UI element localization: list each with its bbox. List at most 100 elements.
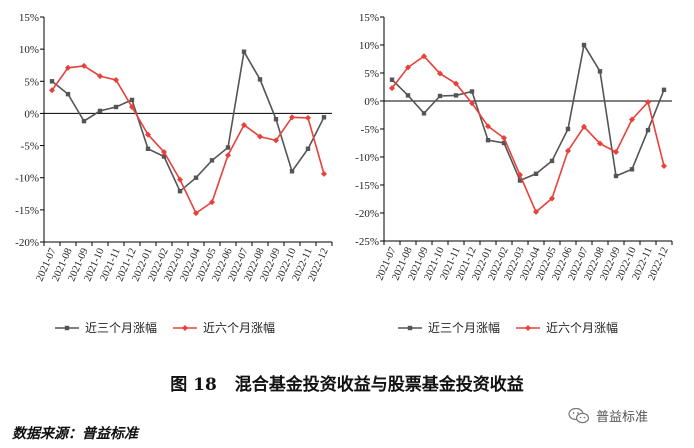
watermark-text: 普益标准 <box>596 410 649 425</box>
data-point <box>565 147 571 154</box>
data-point <box>453 93 459 98</box>
data-point <box>597 140 603 147</box>
y-tick-label: 5% <box>24 76 39 88</box>
data-point <box>321 170 327 177</box>
data-point <box>257 133 263 140</box>
data-point <box>65 91 71 97</box>
legend-marker <box>182 325 188 331</box>
y-tick-label: 0% <box>364 96 379 108</box>
data-point <box>225 152 231 159</box>
data-point <box>389 77 395 82</box>
series-line-2 <box>51 65 325 215</box>
figure-number: 图 18 <box>170 375 217 395</box>
data-point <box>453 80 459 87</box>
data-point <box>177 189 183 194</box>
data-point <box>129 104 135 110</box>
data-point <box>645 99 651 106</box>
y-tick-label: -20% <box>355 208 379 220</box>
data-point <box>81 118 87 124</box>
data-point <box>97 108 103 114</box>
data-point <box>193 210 199 217</box>
series-line-2 <box>391 55 665 214</box>
y-tick-label: 5% <box>364 68 379 80</box>
data-point <box>113 77 119 83</box>
data-point <box>81 62 87 69</box>
data-point <box>501 140 507 146</box>
data-point <box>273 137 279 144</box>
data-point <box>565 126 571 132</box>
figure-title: 混合基金投资收益与股票基金投资收益 <box>234 375 524 395</box>
data-point <box>485 138 491 143</box>
y-tick-label: -15% <box>15 205 39 217</box>
data-point <box>629 116 635 123</box>
data-point <box>113 104 119 110</box>
data-point <box>405 93 411 98</box>
legend-label: 近三个月涨幅 <box>85 320 157 335</box>
series-line-1 <box>51 49 325 193</box>
y-tick-label: -5% <box>21 141 39 153</box>
data-point <box>305 114 311 121</box>
data-point <box>661 162 667 169</box>
data-source: 数据来源：普益标准 <box>12 426 138 442</box>
data-point <box>517 178 523 183</box>
y-tick-label: -15% <box>355 180 379 192</box>
y-tick-label: -20% <box>15 237 39 249</box>
data-point <box>437 70 443 77</box>
data-point <box>241 122 247 128</box>
data-point <box>533 171 539 176</box>
data-point <box>321 115 327 120</box>
data-point <box>421 53 427 60</box>
y-tick-label: 10% <box>19 44 39 56</box>
data-point <box>549 195 555 202</box>
y-tick-label: -10% <box>355 152 379 164</box>
data-point <box>629 167 635 172</box>
watermark: 普益标准 <box>568 406 648 425</box>
legend-label: 近六个月涨幅 <box>546 320 618 335</box>
data-point <box>145 131 151 138</box>
data-point <box>65 64 71 71</box>
legend-label: 近三个月涨幅 <box>428 320 500 335</box>
data-point <box>517 171 523 178</box>
legend-label: 近六个月涨幅 <box>203 320 275 335</box>
data-point <box>485 123 491 130</box>
charts-area: -20%-15%-10%-5%0%5%10%15%2021-072021-082… <box>15 12 673 335</box>
y-tick-label: -5% <box>361 124 379 136</box>
legend-marker <box>525 325 531 331</box>
y-tick-label: 10% <box>359 40 379 52</box>
data-point <box>645 127 651 133</box>
y-tick-label: -10% <box>15 173 39 185</box>
data-point <box>405 64 411 71</box>
figure-caption: 图 18 混合基金投资收益与股票基金投资收益 <box>0 370 694 395</box>
y-tick-label: 15% <box>359 12 379 24</box>
data-point <box>389 85 395 92</box>
data-point <box>549 158 555 164</box>
data-point <box>613 173 619 179</box>
data-point <box>49 79 55 84</box>
data-point <box>273 117 279 122</box>
data-point <box>581 123 587 130</box>
wechat-icon <box>568 407 590 423</box>
data-point <box>97 73 103 80</box>
legend-marker <box>407 325 413 331</box>
data-point <box>257 77 263 82</box>
chart-1: -20%-15%-10%-5%0%5%10%15%2021-072021-082… <box>15 12 333 335</box>
data-point <box>209 199 215 206</box>
data-point <box>533 208 539 215</box>
data-point <box>193 175 199 180</box>
data-point <box>49 87 55 94</box>
data-point <box>613 148 619 155</box>
data-point <box>661 87 667 92</box>
data-point <box>161 154 167 159</box>
data-point <box>129 97 135 103</box>
data-point <box>289 114 295 121</box>
data-point <box>161 149 167 155</box>
data-point <box>597 69 603 74</box>
data-point <box>305 146 311 151</box>
y-tick-label: 15% <box>19 12 39 24</box>
series-line-1 <box>391 42 665 182</box>
y-tick-label: -25% <box>355 236 379 248</box>
data-point <box>469 89 475 94</box>
data-point <box>241 49 247 54</box>
legend-marker <box>64 325 70 331</box>
data-point <box>209 158 215 163</box>
